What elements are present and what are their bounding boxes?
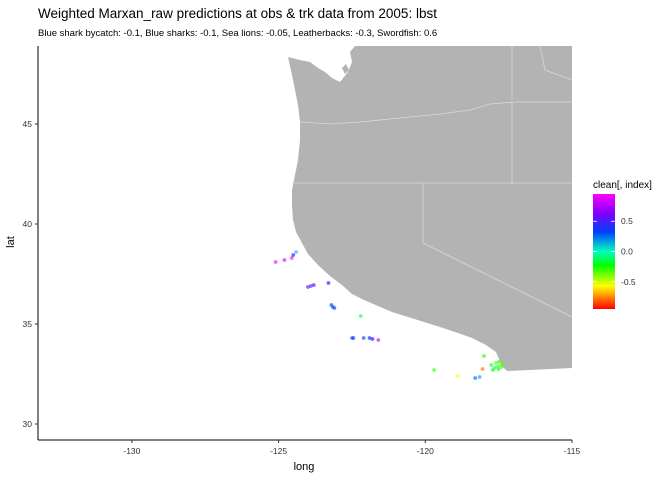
chart-title: Weighted Marxan_raw predictions at obs &… xyxy=(38,6,437,21)
data-point xyxy=(361,336,366,340)
border-idaho xyxy=(511,45,573,183)
data-point xyxy=(480,367,485,371)
axes: -130 -125 -120 -115 30 35 40 45 xyxy=(23,46,580,456)
data-point xyxy=(308,284,313,288)
data-point xyxy=(376,338,381,342)
border-wa-or xyxy=(299,101,572,125)
data-point xyxy=(370,337,375,341)
y-tick-label: 40 xyxy=(23,219,33,229)
y-tick-label: 35 xyxy=(23,319,33,329)
data-point xyxy=(489,363,494,367)
land-polygon xyxy=(288,46,572,371)
y-tick-label: 30 xyxy=(23,419,33,429)
data-point xyxy=(289,256,294,260)
colorbar-ticks: 0.5 0.0 -0.5 xyxy=(593,216,636,287)
data-point xyxy=(455,374,460,378)
data-point xyxy=(282,258,287,262)
border-ca-nv xyxy=(422,183,573,318)
data-point xyxy=(273,260,278,264)
island-shape xyxy=(342,64,349,74)
data-point xyxy=(311,283,316,287)
data-point xyxy=(351,336,356,340)
y-ticks: 30 35 40 45 xyxy=(23,119,38,429)
data-point xyxy=(496,360,501,364)
data-point xyxy=(358,314,363,318)
colorbar-tick-label: 0.5 xyxy=(621,216,633,226)
data-point xyxy=(482,354,486,358)
data-point xyxy=(490,368,495,372)
y-tick-label: 45 xyxy=(23,119,33,129)
state-borders xyxy=(292,45,573,318)
x-tick-label: -120 xyxy=(417,446,434,456)
data-point xyxy=(332,306,337,310)
colorbar-tick-label: 0.0 xyxy=(621,247,633,257)
data-point xyxy=(499,365,504,369)
data-point xyxy=(477,375,482,379)
colorbar xyxy=(593,194,615,309)
data-point xyxy=(432,368,436,372)
y-axis-title: lat xyxy=(5,236,17,248)
data-point xyxy=(306,285,310,289)
land-map xyxy=(288,46,572,371)
x-tick-label: -115 xyxy=(564,446,581,456)
data-point xyxy=(367,336,372,340)
x-tick-label: -130 xyxy=(123,446,140,456)
data-point xyxy=(493,361,498,365)
colorbar-tick-label: -0.5 xyxy=(621,277,636,287)
x-ticks: -130 -125 -120 -115 xyxy=(123,440,580,456)
data-point xyxy=(294,250,299,254)
data-point xyxy=(473,376,478,380)
data-point xyxy=(501,362,505,366)
chart-subtitle: Blue shark bycatch: -0.1, Blue sharks: -… xyxy=(38,28,438,39)
x-tick-label: -125 xyxy=(270,446,287,456)
data-point xyxy=(291,253,296,257)
data-point xyxy=(326,281,331,285)
data-points xyxy=(273,250,505,380)
data-point xyxy=(496,367,501,371)
x-axis-title: long xyxy=(294,461,315,473)
legend-title: clean[, index] xyxy=(593,180,652,191)
